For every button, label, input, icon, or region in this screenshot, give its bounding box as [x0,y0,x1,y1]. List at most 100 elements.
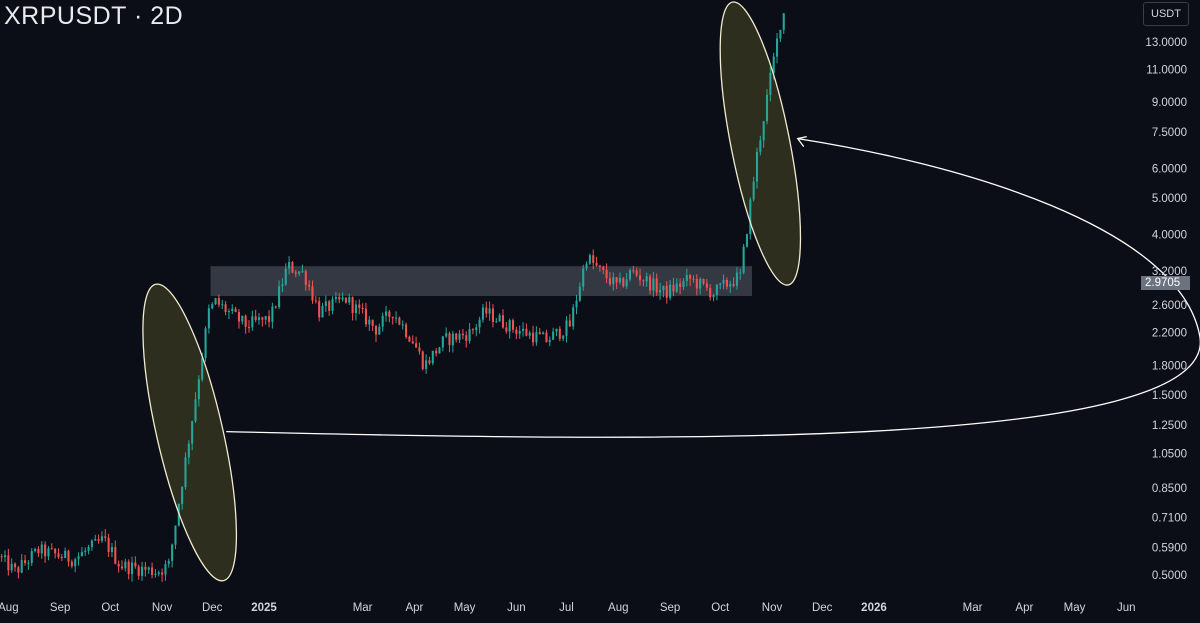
price-tick-label: 1.2500 [1152,420,1187,432]
candle-body [291,262,294,273]
candle-body [100,536,103,541]
candle [278,280,281,310]
candle [324,295,327,312]
candle [732,277,735,288]
candle [585,261,588,271]
candle-body [575,300,578,308]
candle [498,313,501,322]
candle [776,33,779,64]
candle [488,301,491,321]
candle [334,292,337,303]
candle-body [421,351,424,370]
price-tick-label: 0.5000 [1152,570,1187,582]
candle [709,284,712,301]
candle [628,268,632,282]
candle [418,342,421,355]
candle-body [405,324,408,337]
candle-body [535,332,538,343]
candle [575,294,578,315]
candle-body [562,335,565,339]
price-tick-label: 7.5000 [1152,127,1187,139]
price-axis[interactable]: 13.0000 11.0000 9.0000 7.5000 6.0000 5.0000 4.… [1145,37,1187,582]
candle [525,323,528,337]
candle [241,315,244,325]
candle [391,316,394,325]
resistance-zone[interactable] [210,266,752,296]
candle-body [725,279,728,287]
candle-body [732,283,735,286]
price-tick-label: 0.7100 [1152,512,1187,524]
candle-body [395,317,398,319]
candle-body [468,329,471,341]
candle [669,279,672,301]
candle [257,313,261,325]
candle [398,316,401,326]
candle-body [130,562,134,575]
candle [70,559,73,569]
highlight-ellipse-2[interactable] [704,0,818,291]
candle-body [675,283,678,292]
candle-body [401,324,404,326]
highlight-ellipse-fill-1[interactable] [124,277,256,588]
time-axis[interactable]: Aug Sep Oct Nov Dec 2025 Mar Apr May Jun Jul Aug Sep… [0,602,1136,614]
candle [197,375,200,407]
candle-body [321,305,324,318]
candle-body [37,548,40,554]
candle [74,557,77,573]
candle-body [518,330,521,334]
candle-body [181,487,184,504]
highlight-ellipse-1[interactable] [124,277,256,588]
candle [421,350,424,371]
candle-body [525,328,528,336]
candle-body [374,326,378,335]
candle-body [120,566,124,569]
candle [261,316,264,327]
time-tick-label: May [1064,602,1086,614]
candle-body [625,279,628,287]
candle [752,176,755,202]
candle [318,296,321,322]
price-tick-label: 2.2000 [1152,327,1187,339]
candle-body [284,268,287,285]
candle-body [548,339,551,342]
candle-body [415,343,418,348]
candle-body [712,295,715,298]
candle [0,554,3,562]
candle [662,285,665,298]
candle [10,558,13,573]
candle [408,335,411,343]
candle-body [759,140,762,152]
candle-body [254,316,257,320]
candle-body [167,560,170,565]
candle-body [632,270,635,272]
candle [782,13,785,34]
candle [655,273,658,296]
time-tick-label: Dec [812,602,833,614]
candle-body [358,304,361,308]
candle [247,320,251,333]
candle-body [628,270,632,280]
time-tick-label: Apr [405,602,423,614]
time-tick-label: Jul [559,602,574,614]
time-tick-label: Sep [660,602,680,614]
candle-body [511,320,515,330]
candle-body [384,311,388,316]
candle-body [765,94,769,122]
candle-body [294,272,297,274]
candle [779,29,782,43]
candle [124,558,127,572]
candle [495,317,498,323]
candle-body [30,551,33,563]
candle [20,554,23,574]
curved-arrow[interactable] [226,137,1200,438]
candle-body [749,199,752,235]
candle-body [455,333,458,340]
price-tick-label: 0.5900 [1152,543,1187,555]
candle [211,302,214,310]
candle [141,561,144,581]
candle [254,309,257,323]
currency-selector[interactable]: USDT [1143,2,1189,26]
candle [171,543,174,568]
